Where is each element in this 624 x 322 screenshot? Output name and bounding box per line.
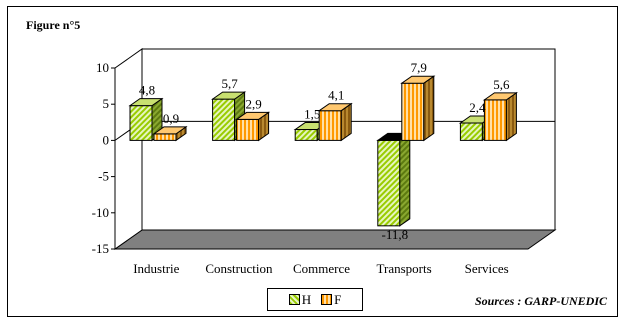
data-label-f-services: 5,6 — [493, 77, 510, 92]
bar-side — [399, 132, 411, 227]
bar-front — [401, 82, 425, 141]
bar-front — [318, 110, 342, 141]
plot-floor — [113, 229, 557, 250]
data-label-h-services: 2,4 — [469, 100, 486, 115]
bar-top — [400, 75, 436, 84]
bar-front — [153, 133, 177, 141]
y-tick-label: -10 — [92, 205, 109, 220]
bar-top — [211, 91, 247, 100]
side-wall — [114, 48, 143, 250]
data-label-h-industrie: 4,8 — [139, 83, 155, 98]
bar-side — [505, 91, 517, 142]
data-labels: 4,8 0,9 5,7 2,9 1,5 4,1 -11,8 7,9 2,4 5,6 — [139, 60, 510, 242]
data-label-h-construction: 5,7 — [221, 76, 238, 91]
y-tick-label: 10 — [96, 60, 109, 75]
bar-top — [128, 98, 164, 107]
bar-front — [236, 118, 260, 141]
y-tick-label: 0 — [103, 132, 110, 147]
chart-frame: Figure n°5 10 5 0 -5 -10 -15 4,8 0,9 5,7 2,9 1,5 4… — [7, 6, 618, 317]
bar-f-industrie — [152, 125, 188, 142]
category-label-industrie: Industrie — [133, 261, 179, 276]
category-label-construction: Construction — [205, 261, 273, 276]
category-label-transports: Transports — [377, 261, 432, 276]
bar-front — [294, 129, 318, 141]
figure-title: Figure n°5 — [26, 18, 81, 32]
bar-top — [482, 92, 518, 101]
legend-label-h: H — [301, 291, 312, 307]
bar-side — [423, 75, 435, 142]
bars — [128, 75, 518, 227]
y-axis: 10 5 0 -5 -10 -15 — [92, 60, 116, 256]
data-label-f-construction: 2,9 — [245, 96, 261, 111]
bar-top — [317, 103, 353, 112]
category-label-services: Services — [465, 261, 509, 276]
legend-item-h: H — [288, 291, 312, 308]
bar-f-construction — [235, 111, 271, 142]
data-label-f-industrie: 0,9 — [163, 111, 179, 126]
category-label-commerce: Commerce — [293, 261, 350, 276]
legend-swatch-f — [321, 294, 333, 305]
y-tick-label: 5 — [103, 96, 110, 111]
legend: H F — [267, 288, 363, 311]
data-label-h-commerce: 1,5 — [304, 107, 320, 122]
bar-h-transports — [376, 132, 412, 227]
bar-f-transports — [400, 75, 436, 142]
legend-swatch-h — [288, 294, 300, 305]
data-label-h-transports: -11,8 — [381, 227, 408, 242]
y-tick-label: -5 — [98, 169, 109, 184]
bar-front — [377, 139, 401, 227]
legend-item-f: F — [321, 292, 341, 308]
data-label-f-transports: 7,9 — [411, 60, 427, 75]
legend-label-f: F — [334, 291, 342, 307]
bar-h-construction — [211, 91, 247, 142]
bar-top — [235, 111, 271, 120]
data-label-f-commerce: 4,1 — [328, 88, 344, 103]
bar-front — [129, 105, 153, 141]
plot-walls — [113, 48, 557, 250]
bar-front — [483, 99, 507, 141]
y-tick-label: -15 — [92, 241, 109, 256]
bar-f-services — [482, 91, 518, 142]
bar-chart: 10 5 0 -5 -10 -15 4,8 0,9 5,7 2,9 1,5 4,1 -11,8 7,9 2… — [92, 48, 557, 276]
source-note: Sources : GARP-UNEDIC — [474, 294, 607, 308]
bar-f-commerce — [317, 102, 353, 142]
bar-top — [152, 126, 188, 135]
bar-front — [459, 122, 483, 141]
x-axis: Industrie Construction Commerce Transports S… — [115, 248, 528, 276]
bar-front — [212, 98, 236, 141]
